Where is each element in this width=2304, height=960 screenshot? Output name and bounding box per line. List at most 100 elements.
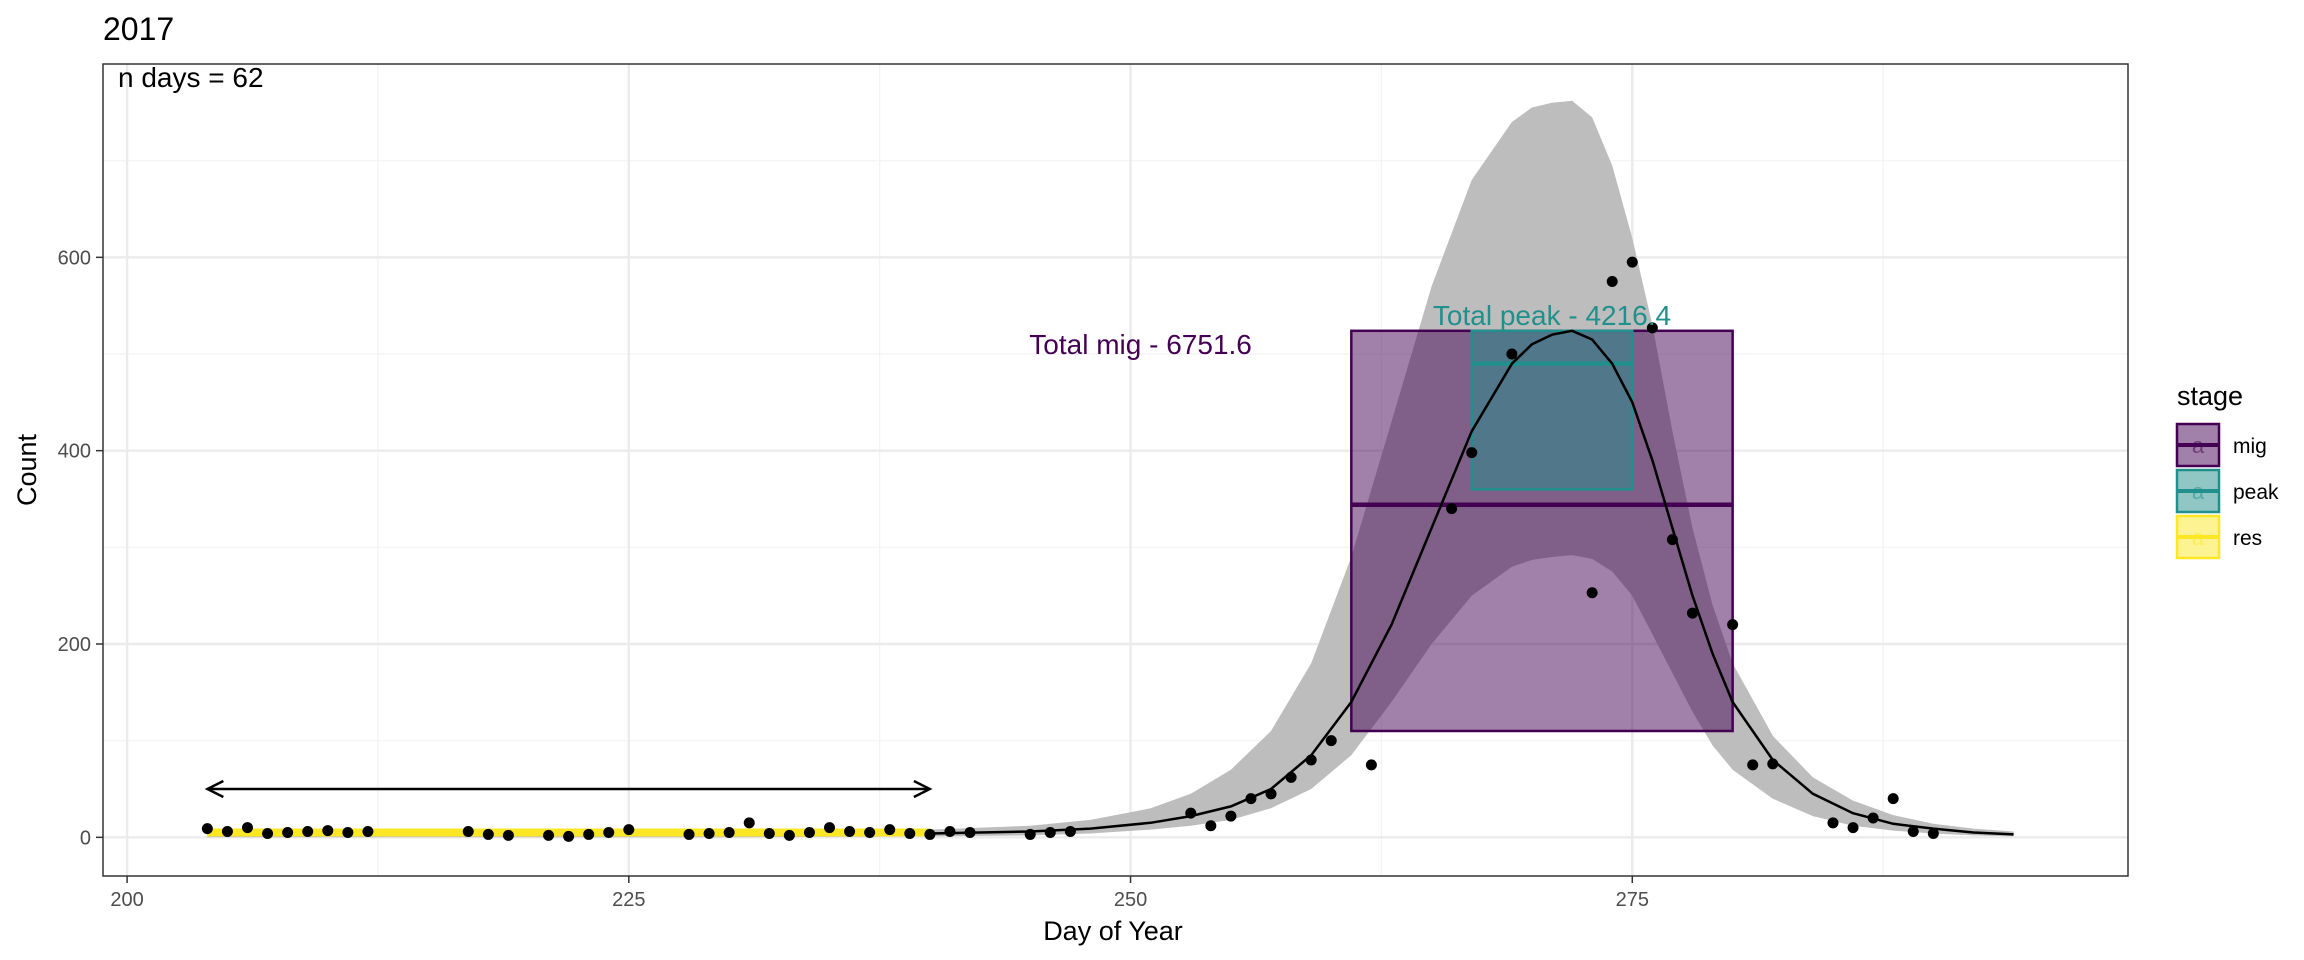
legend-item-peak: a peak: [2175, 468, 2279, 514]
data-point: [482, 828, 494, 840]
data-point: [1867, 812, 1879, 824]
data-point: [583, 828, 595, 840]
legend-item-res: a res: [2175, 514, 2262, 560]
y-tick-label: 400: [58, 441, 91, 463]
data-point: [763, 827, 775, 839]
data-point: [924, 828, 936, 840]
data-point: [1767, 758, 1779, 770]
total-annotation: Total mig - 6751.6: [1029, 329, 1252, 360]
arrow-head-left: [204, 779, 224, 799]
data-point: [1686, 607, 1698, 619]
data-point: [1626, 256, 1638, 268]
data-point: [1847, 822, 1859, 834]
data-point: [1225, 810, 1237, 822]
panel-border: [102, 63, 2129, 877]
box-peak: [1470, 329, 1634, 491]
y-tick-label: 0: [80, 827, 91, 849]
data-point: [1606, 276, 1618, 287]
legend-label-peak: peak: [2233, 481, 2279, 504]
data-point: [282, 827, 294, 838]
data-point: [1666, 534, 1678, 546]
data-point: [783, 829, 795, 841]
plot-panel: Total mig - 6751.6 Total peak - 4216.4 n …: [102, 62, 2129, 877]
data-point: [683, 828, 695, 840]
x-tick-label: 200: [110, 889, 143, 911]
data-point: [1245, 793, 1257, 805]
data-point: [1727, 619, 1739, 631]
data-point: [1285, 771, 1297, 783]
confidence-ribbon: [207, 100, 2014, 838]
data-point: [603, 827, 615, 838]
y-tick-label: 600: [58, 247, 91, 269]
data-point: [1506, 348, 1518, 360]
data-point: [1325, 735, 1337, 747]
data-point: [844, 826, 856, 838]
data-point: [1446, 503, 1458, 515]
legend-item-mig: a mig: [2175, 422, 2267, 468]
y-axis-title: Count: [12, 433, 42, 506]
data-point: [1466, 447, 1478, 459]
data-point: [1927, 827, 1939, 839]
x-axis: 200 225 250 275: [110, 876, 1649, 911]
data-point: [322, 825, 334, 837]
legend-label-res: res: [2233, 527, 2262, 550]
data-point: [262, 827, 274, 839]
data-point: [1365, 759, 1377, 771]
data-point: [1185, 807, 1197, 819]
data-point: [1586, 587, 1598, 599]
fit-curve: [207, 329, 2014, 836]
x-tick-label: 225: [612, 889, 645, 911]
legend-key-glyph: a: [2192, 433, 2205, 458]
data-point: [563, 830, 575, 842]
legend-key-glyph: a: [2192, 525, 2205, 550]
chart-title: 2017: [103, 11, 174, 47]
data-point: [723, 827, 735, 838]
data-point: [1747, 759, 1759, 771]
data-point: [1646, 322, 1658, 334]
y-tick-label: 200: [58, 634, 91, 656]
data-point: [623, 824, 635, 836]
legend-label-mig: mig: [2233, 435, 2267, 458]
data-point: [201, 823, 213, 835]
total-annotation: Total peak - 4216.4: [1433, 300, 1671, 331]
data-point: [964, 827, 976, 838]
data-point: [1265, 788, 1277, 800]
data-points: [201, 256, 1939, 842]
data-point: [1064, 826, 1076, 838]
data-point: [241, 822, 253, 834]
data-point: [803, 827, 815, 838]
data-point: [302, 826, 314, 838]
data-point: [543, 829, 555, 841]
data-point: [1887, 793, 1899, 805]
data-point: [884, 824, 896, 836]
data-point: [1205, 820, 1217, 832]
arrow-head-right: [913, 779, 933, 799]
data-point: [824, 822, 836, 834]
data-point: [944, 826, 956, 838]
x-axis-title: Day of Year: [1043, 916, 1183, 946]
n-days-label: n days = 62: [118, 62, 264, 93]
data-point: [1827, 817, 1839, 829]
legend-key-glyph: a: [2192, 479, 2205, 504]
legend: stage a mig a peak a res: [2175, 381, 2279, 560]
x-tick-label: 250: [1114, 889, 1147, 911]
data-point: [221, 826, 233, 838]
y-axis: 0 200 400 600: [58, 247, 103, 849]
grid-major: [103, 64, 2128, 876]
data-point: [703, 827, 715, 839]
residency-arrow: [204, 779, 933, 799]
data-point: [1907, 826, 1919, 838]
legend-title: stage: [2177, 381, 2243, 411]
x-tick-label: 275: [1616, 889, 1649, 911]
data-point: [342, 827, 354, 838]
data-point: [362, 826, 374, 838]
data-point: [904, 827, 916, 839]
data-point: [1305, 754, 1317, 766]
data-point: [1044, 827, 1056, 838]
data-point: [462, 826, 474, 838]
data-point: [502, 829, 514, 841]
annotations: Total mig - 6751.6 Total peak - 4216.4: [1029, 300, 1671, 360]
stage-boxes: [1350, 329, 1734, 733]
grid-minor: [103, 64, 2128, 876]
